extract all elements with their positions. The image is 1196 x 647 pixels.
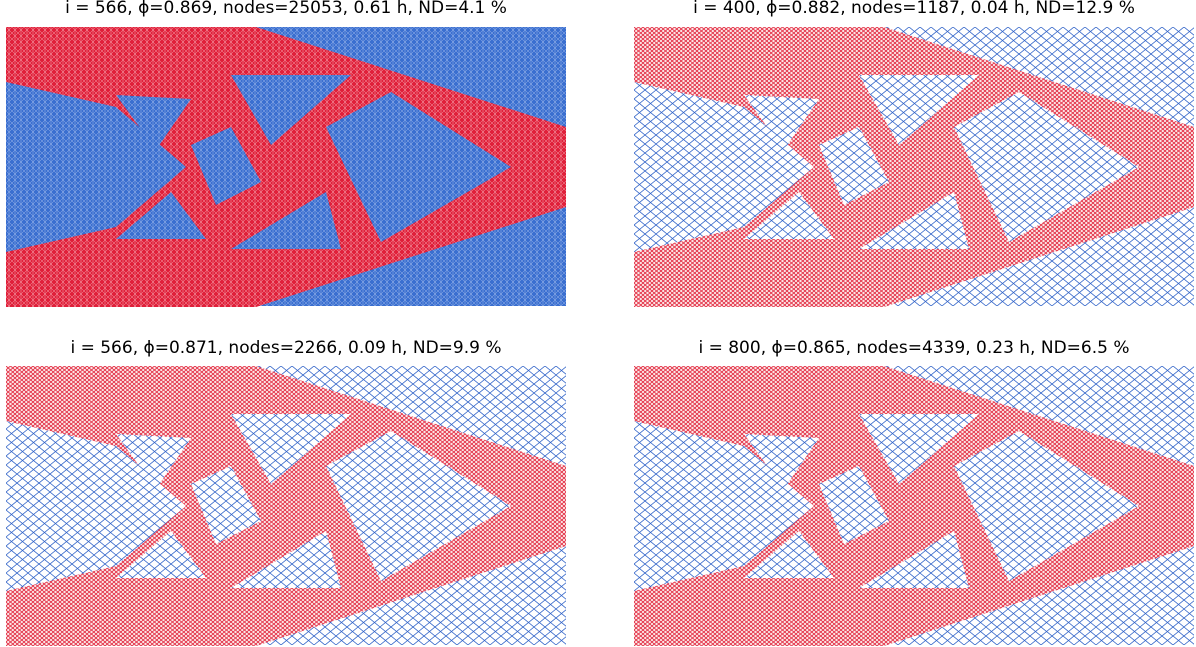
panel-title: i = 566, ϕ=0.869, nodes=25053, 0.61 h, N…: [65, 0, 507, 18]
mesh-panel: [634, 366, 1194, 646]
mesh-panel: [6, 366, 566, 646]
mesh-panel: [634, 27, 1194, 307]
panel-title: i = 400, ϕ=0.882, nodes=1187, 0.04 h, ND…: [693, 0, 1135, 18]
mesh-panel: [6, 27, 566, 307]
panel-title: i = 566, ϕ=0.871, nodes=2266, 0.09 h, ND…: [70, 338, 501, 358]
figure: i = 566, ϕ=0.869, nodes=25053, 0.61 h, N…: [0, 0, 1196, 647]
panel-title: i = 800, ϕ=0.865, nodes=4339, 0.23 h, ND…: [698, 338, 1129, 358]
